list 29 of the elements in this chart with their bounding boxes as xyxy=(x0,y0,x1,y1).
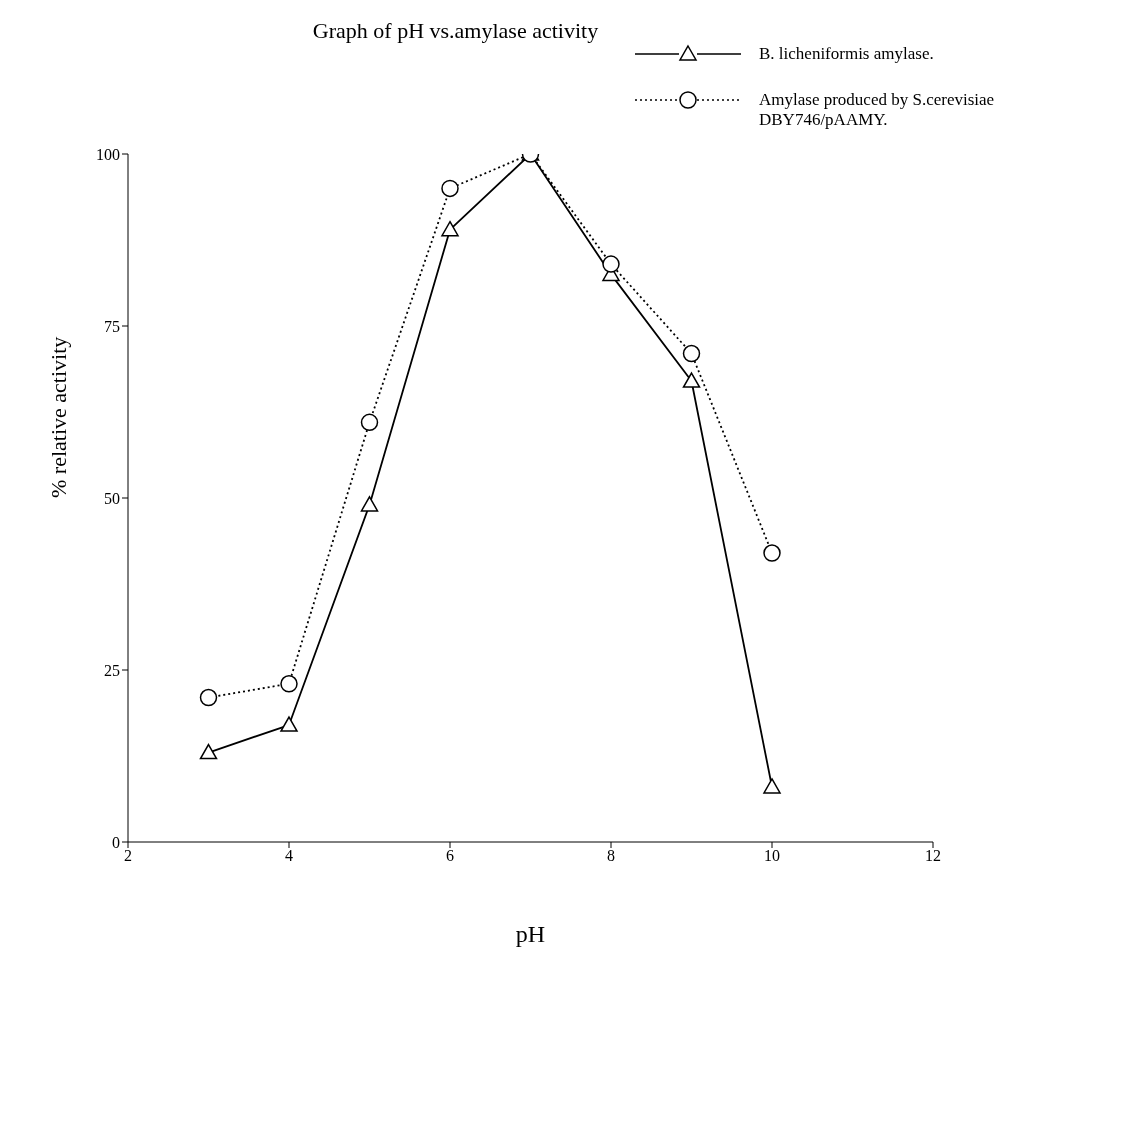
point xyxy=(199,743,218,760)
y-tick-label: 75 xyxy=(104,317,120,335)
y-tick-label: 0 xyxy=(112,833,120,851)
y-tick-label: 50 xyxy=(104,489,120,507)
x-tick-label: 4 xyxy=(285,847,293,865)
x-tick-label: 8 xyxy=(607,847,615,865)
point xyxy=(763,544,781,562)
x-axis-title: pH xyxy=(515,921,546,947)
point xyxy=(360,413,379,432)
point xyxy=(763,778,781,794)
point xyxy=(280,716,298,732)
x-tick-label: 2 xyxy=(124,847,132,865)
point xyxy=(360,496,379,512)
legend-label: B. licheniformis amylase. xyxy=(759,44,935,64)
point xyxy=(682,372,701,388)
point xyxy=(280,675,298,693)
y-tick-label: 100 xyxy=(96,145,120,163)
point xyxy=(199,688,218,707)
point xyxy=(441,220,459,237)
point xyxy=(682,344,701,363)
x-tick-label: 12 xyxy=(925,847,941,865)
legend-label: Amylase produced by S.cerevisiae DBY746/pAAMY. xyxy=(759,90,996,130)
chart-title: Graph of pH vs.amylase activity xyxy=(311,18,600,44)
point xyxy=(602,255,620,273)
x-tick-label: 6 xyxy=(446,847,454,865)
point xyxy=(441,179,459,198)
x-tick-label: 10 xyxy=(764,847,780,865)
y-axis-title: % relative activity xyxy=(45,336,71,498)
y-tick-label: 25 xyxy=(104,661,120,679)
